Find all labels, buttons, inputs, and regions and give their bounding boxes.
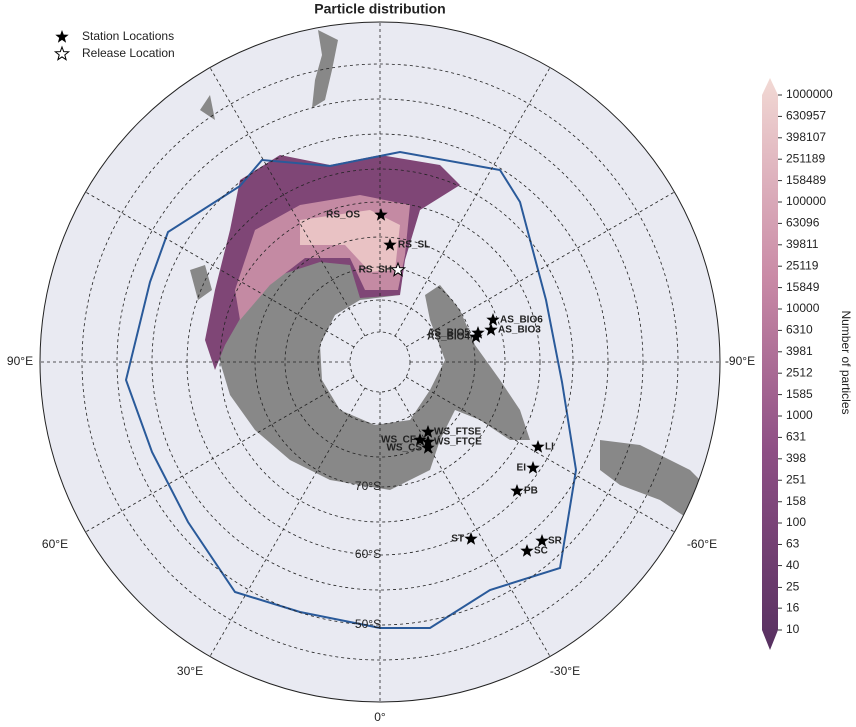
- station-label: WS_FTCE: [434, 437, 482, 448]
- latitude-label: 60°S: [355, 547, 381, 561]
- station-label: LI: [545, 442, 554, 453]
- latitude-circle: [284, 266, 476, 458]
- colorbar-tick-label: 630957: [786, 109, 826, 123]
- station-marker: [469, 330, 483, 343]
- map: [40, 22, 720, 702]
- meridian: [394, 67, 551, 337]
- station-marker: [413, 433, 427, 446]
- colorbar-label: Number of particles: [839, 310, 853, 414]
- station-marker: [520, 544, 534, 557]
- colorbar-tick-label: 398: [786, 451, 806, 465]
- colorbar-tick-label: 3981: [786, 344, 813, 358]
- legend-marker: [55, 30, 69, 43]
- station-label: AS_BIO4: [427, 332, 470, 343]
- meridian: [405, 376, 675, 533]
- graticule: [40, 22, 720, 702]
- latitude-circle: [254, 236, 506, 488]
- colorbar-tick-label: 63: [786, 537, 800, 551]
- station-marker: [464, 532, 478, 545]
- colorbar-tick-label: 158: [786, 494, 806, 508]
- latitude-label: 70°S: [355, 479, 381, 493]
- front-line: [124, 150, 578, 629]
- meridian: [209, 387, 366, 657]
- colorbar-body: [762, 78, 778, 650]
- new-zealand: [312, 30, 338, 108]
- station-label: AS_BIO3: [498, 325, 541, 336]
- longitude-label: 60°E: [42, 537, 68, 551]
- legend-marker: [53, 45, 71, 61]
- latitude-circle: [116, 98, 644, 626]
- latitude-label: 50°S: [355, 617, 381, 631]
- longitude-label: 90°E: [7, 354, 33, 368]
- colorbar-tick-label: 10000: [786, 301, 820, 315]
- meridian: [394, 387, 551, 657]
- map-disc: [40, 22, 720, 702]
- station-label: ST: [451, 534, 464, 545]
- station-label: SR: [548, 536, 563, 547]
- map-border: [39, 21, 721, 703]
- legend: Station Locations Release Location: [53, 29, 175, 61]
- station-label: SC: [534, 546, 548, 557]
- colorbar-tick-label: 100: [786, 515, 806, 529]
- meridian: [85, 191, 355, 348]
- latitude-circle: [219, 201, 541, 523]
- colorbar-tick-label: 1585: [786, 387, 813, 401]
- release-marker: [389, 261, 407, 277]
- colorbar-tick-label: 63096: [786, 216, 820, 230]
- station-marker: [421, 425, 435, 438]
- station-label: RS_OS: [326, 210, 360, 221]
- colorbar-tick-label: 1000: [786, 408, 813, 422]
- station-label: EI: [517, 463, 527, 474]
- title: Particle distribution: [314, 1, 445, 17]
- colorbar-tick-label: 6310: [786, 323, 813, 337]
- release-label: RS_SH: [359, 265, 392, 276]
- colorbar-tick-label: 25: [786, 580, 800, 594]
- longitude-label: 30°E: [177, 664, 203, 678]
- legend-label: Station Locations: [82, 29, 174, 43]
- station-marker: [526, 461, 540, 474]
- colorbar-tick-label: 158489: [786, 173, 826, 187]
- latitude-circle: [81, 63, 679, 661]
- colorbar-tick-label: 10: [786, 622, 800, 636]
- station-marker: [535, 534, 549, 547]
- colorbar-tick-label: 251189: [786, 151, 825, 165]
- station-marker: [471, 326, 485, 339]
- meridian: [85, 376, 355, 533]
- station-label: AS_BIO6: [500, 315, 543, 326]
- colorbar-tick-label: 16: [786, 600, 800, 614]
- colorbar-tick-label: 251: [786, 472, 806, 486]
- colorbar-tick-label: 100000: [786, 194, 826, 208]
- meridian: [405, 191, 675, 348]
- colorbar-tick-label: 631: [786, 430, 806, 444]
- longitude-label: -30°E: [550, 664, 580, 678]
- colorbar-tick-label: 39811: [786, 237, 819, 251]
- station-label: AS_BIO5: [427, 328, 470, 339]
- station-label: WS_FTSE: [434, 427, 482, 438]
- station-marker: [421, 441, 435, 454]
- colorbar-tick-label: 15849: [786, 280, 820, 294]
- colorbar-tick-label: 40: [786, 558, 800, 572]
- longitude-label: -60°E: [687, 537, 717, 551]
- colorbar-tick-label: 398107: [786, 130, 826, 144]
- station-marker: [484, 323, 498, 336]
- station-marker: [486, 313, 500, 326]
- legend-label: Release Location: [82, 46, 175, 60]
- station-marker: [510, 484, 524, 497]
- colorbar: 10 16 25 40 63 100 158 251 398 631 1000 1585 2512 398…: [762, 78, 853, 650]
- station-label: RS_SL: [398, 240, 430, 251]
- colorbar-tick-label: 2512: [786, 365, 813, 379]
- station-marker: [383, 238, 397, 251]
- station-label: WS_CF: [381, 435, 416, 446]
- station-marker: [374, 208, 388, 221]
- colorbar-tick-label: 1000000: [786, 87, 833, 101]
- longitude-label: 0°: [374, 710, 386, 724]
- meridian: [209, 67, 366, 337]
- longitude-label: -90°E: [725, 354, 755, 368]
- station-label: PB: [524, 486, 538, 497]
- station-marker: [531, 440, 545, 453]
- colorbar-tick-label: 25119: [786, 258, 819, 272]
- antarctica: [215, 240, 530, 490]
- station-label: WS_CS: [386, 443, 422, 454]
